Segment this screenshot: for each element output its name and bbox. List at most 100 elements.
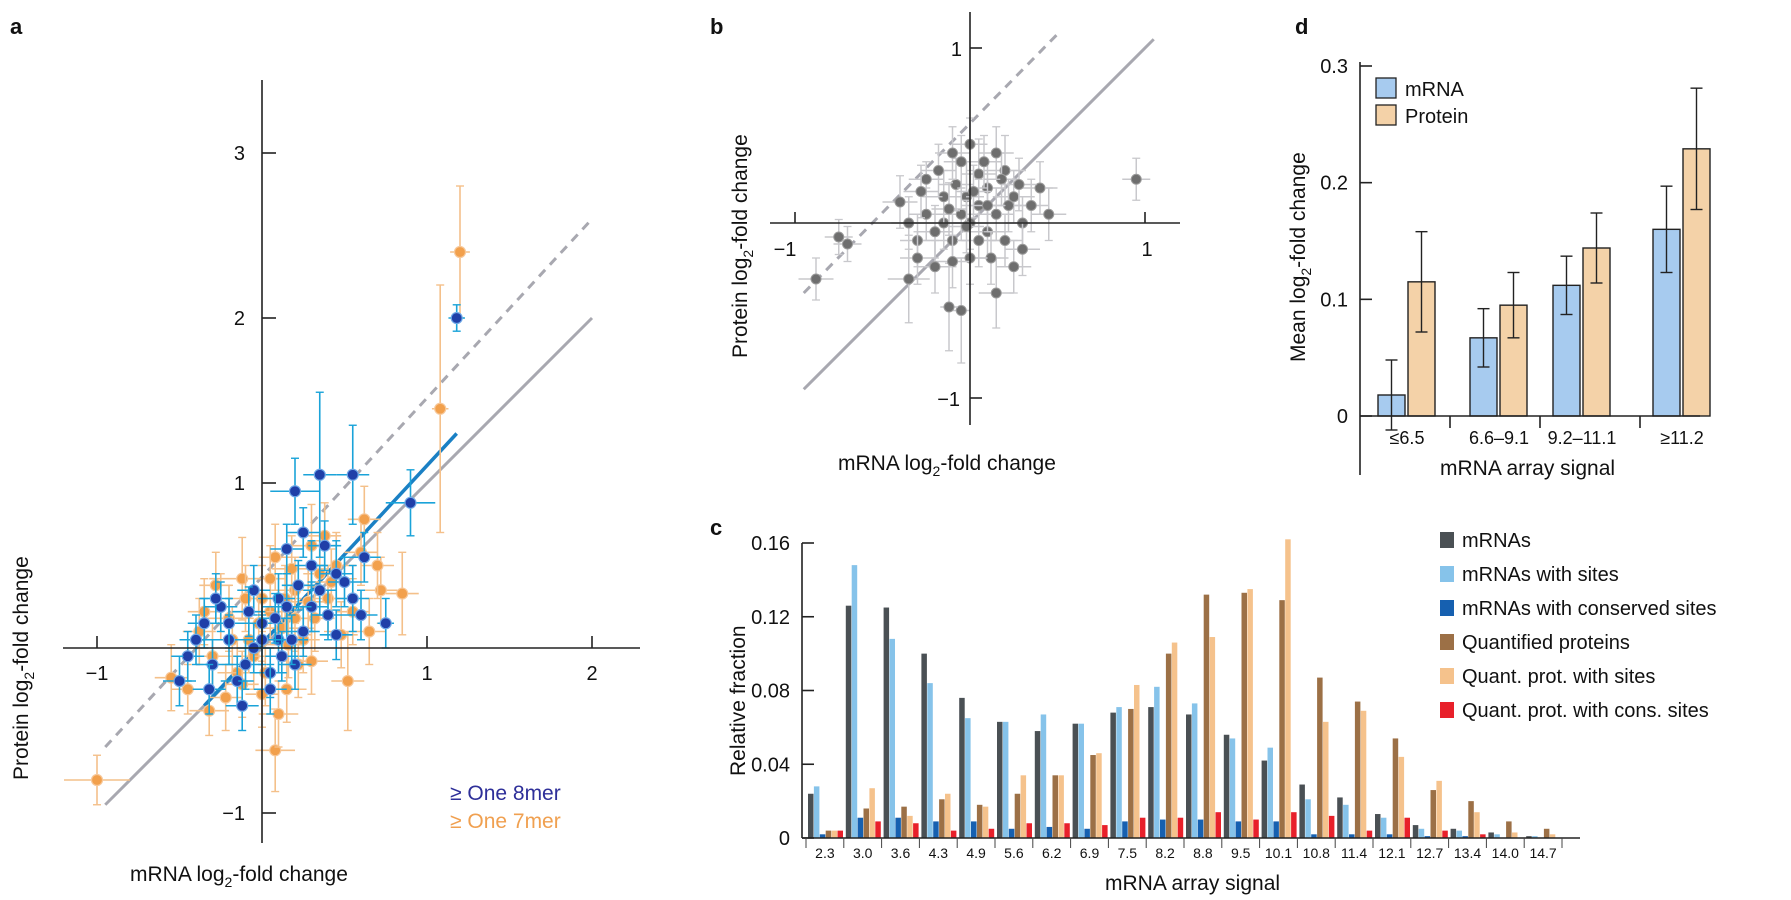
legend-entry: mRNA <box>1405 79 1465 101</box>
identity-line <box>104 316 594 806</box>
data-marker <box>1008 191 1020 203</box>
bar-mrna <box>1552 255 1581 417</box>
bar-mrnas-with-sites <box>1418 828 1425 838</box>
bar-quantified-proteins <box>1052 775 1058 838</box>
x-tick-label: 6.6–9.1 <box>1469 428 1529 448</box>
y-tick-label: 1 <box>951 39 962 61</box>
bar-quantified-proteins <box>1392 738 1399 838</box>
panel-c-label: c <box>710 515 722 540</box>
x-tick-label: 11.4 <box>1341 845 1367 861</box>
bar-quant-prot-with-sites <box>1247 589 1253 838</box>
bar-quantified-proteins <box>1128 708 1134 838</box>
data-marker <box>264 683 277 696</box>
data-marker <box>912 252 923 264</box>
panel-c-histogram: c 0 0.04 0.08 0.12 0.16 2.3 3.0 3.6 4.3 4.9 5.6 6.2… <box>710 515 1717 895</box>
y-tick-label: 2 <box>234 308 245 330</box>
panel-a-x-axis-title: mRNA log2-fold change <box>130 863 348 890</box>
point-8mer <box>336 564 370 633</box>
bar-quantified-proteins <box>1317 677 1323 838</box>
data-marker <box>297 625 310 638</box>
bar-mrnas-with-conserved-sites <box>933 821 939 838</box>
data-marker <box>943 203 955 215</box>
point-7mer <box>352 597 386 666</box>
bar-mrnas-with-conserved-sites <box>1197 819 1204 838</box>
panel-b-y-axis-title: Protein log2-fold change <box>729 134 756 358</box>
bar-quantified-proteins <box>1354 701 1361 838</box>
bar-mrnas-with-sites <box>1267 747 1273 838</box>
data-marker <box>354 608 368 622</box>
legend-swatch <box>1440 600 1454 616</box>
x-tick-label: ≥11.2 <box>1660 428 1704 448</box>
point <box>917 239 953 294</box>
point-8mer <box>204 581 238 633</box>
data-marker <box>396 587 409 600</box>
offset-dashed-line <box>104 217 594 749</box>
x-tick-label: 4.9 <box>966 845 986 861</box>
panel-d-bars <box>1377 87 1711 431</box>
bar-quantified-proteins <box>863 808 869 838</box>
point <box>900 231 935 285</box>
data-marker <box>288 485 302 498</box>
point-8mer <box>319 540 353 608</box>
x-tick-label: 5.6 <box>1004 845 1024 861</box>
point-7mer <box>385 551 419 636</box>
data-marker <box>181 650 194 663</box>
legend-entry: Quant. prot. with cons. sites <box>1462 700 1709 722</box>
bar-quantified-proteins <box>1468 801 1474 838</box>
bar-mrnas-with-conserved-sites <box>1424 836 1431 838</box>
bar-quant-prot-with-cons-sites <box>1366 830 1373 838</box>
bar-mrnas <box>1072 723 1079 838</box>
point-7mer <box>450 185 470 319</box>
bar-quant-prot-with-cons-sites <box>1215 812 1221 838</box>
data-marker <box>999 235 1011 246</box>
x-tick-label: 1 <box>421 663 432 685</box>
data-marker <box>810 273 822 285</box>
point-8mer <box>377 597 394 649</box>
bar-mrnas <box>1186 714 1192 838</box>
y-tick-label: 0.08 <box>751 681 790 703</box>
bar-quant-prot-with-cons-sites <box>913 823 919 838</box>
panel-a-reference-lines <box>104 217 594 806</box>
panel-a-data-points <box>64 185 470 806</box>
bar-quant-prot-with-cons-sites <box>1177 817 1184 838</box>
x-tick-label: 13.4 <box>1454 845 1481 861</box>
point <box>1001 157 1037 212</box>
x-tick-label: 2.3 <box>815 845 835 861</box>
data-marker <box>894 196 906 208</box>
data-marker <box>313 584 326 597</box>
panel-d-y-axis-title: Mean log2-fold change <box>1287 152 1314 362</box>
data-marker <box>318 539 331 552</box>
y-tick-label: 0.04 <box>751 754 790 776</box>
data-marker <box>1013 179 1025 190</box>
bar-mrnas-with-sites <box>1154 686 1160 838</box>
bar-mrnas <box>1261 760 1268 838</box>
bar-quant-prot-with-sites <box>1020 775 1027 838</box>
bar-quant-prot-with-sites <box>1171 642 1178 838</box>
panel-a-ticks: −1 1 2 −1 1 2 3 <box>86 143 598 825</box>
x-tick-label: 1 <box>1141 239 1152 261</box>
bar-mrnas-with-sites <box>965 718 971 838</box>
bar-mrnas <box>1412 825 1419 838</box>
bar-quant-prot-with-sites <box>1209 637 1216 838</box>
data-marker <box>947 256 958 267</box>
legend-entry: mRNAs with sites <box>1462 564 1619 586</box>
x-tick-label: 8.8 <box>1193 845 1213 861</box>
bar-quant-prot-with-sites <box>1096 753 1102 838</box>
point-8mer <box>232 586 266 638</box>
bar-quant-prot-with-cons-sites <box>1026 823 1032 838</box>
data-marker <box>955 305 967 316</box>
point <box>903 164 939 219</box>
bar-quant-prot-with-sites <box>907 815 913 838</box>
bar-quantified-proteins <box>1203 594 1210 838</box>
legend-entry: mRNAs with conserved sites <box>1462 598 1717 620</box>
point-8mer <box>192 663 226 715</box>
data-marker <box>968 186 979 197</box>
data-marker <box>181 683 194 696</box>
data-marker <box>222 617 236 630</box>
bar-quantified-proteins <box>1241 592 1247 838</box>
y-tick-label: −1 <box>937 389 960 411</box>
bar-mrnas <box>1488 832 1494 838</box>
panel-c-y-axis-title: Relative fraction <box>727 625 750 776</box>
data-marker <box>90 773 104 787</box>
bar-mrnas-with-sites <box>1040 714 1047 838</box>
